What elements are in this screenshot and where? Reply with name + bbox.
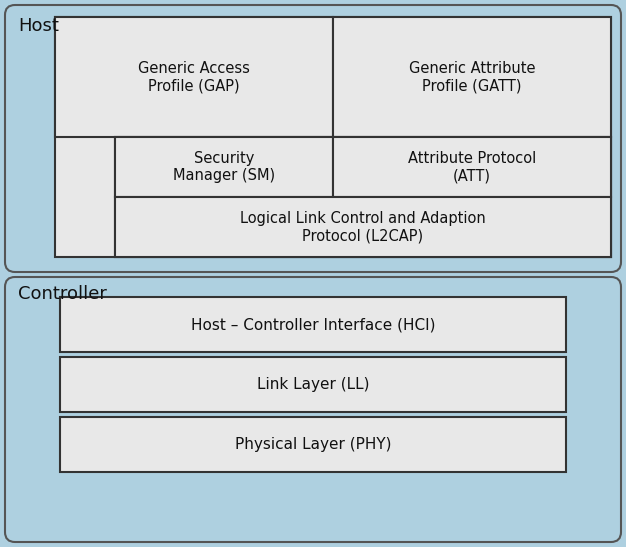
FancyBboxPatch shape: [5, 5, 621, 272]
Text: Generic Access
Profile (GAP): Generic Access Profile (GAP): [138, 61, 250, 93]
FancyBboxPatch shape: [333, 17, 611, 137]
FancyBboxPatch shape: [115, 197, 611, 257]
FancyBboxPatch shape: [55, 17, 333, 137]
FancyBboxPatch shape: [60, 297, 566, 352]
Text: Generic Attribute
Profile (GATT): Generic Attribute Profile (GATT): [409, 61, 535, 93]
FancyBboxPatch shape: [5, 277, 621, 542]
FancyBboxPatch shape: [60, 357, 566, 412]
Text: Link Layer (LL): Link Layer (LL): [257, 377, 369, 392]
Text: Physical Layer (PHY): Physical Layer (PHY): [235, 437, 391, 452]
Text: Host: Host: [18, 17, 59, 35]
FancyBboxPatch shape: [115, 137, 611, 257]
FancyBboxPatch shape: [333, 137, 611, 197]
Text: Host – Controller Interface (HCI): Host – Controller Interface (HCI): [191, 317, 435, 332]
FancyBboxPatch shape: [115, 137, 333, 197]
FancyBboxPatch shape: [60, 417, 566, 472]
Text: Controller: Controller: [18, 285, 107, 303]
Text: Attribute Protocol
(ATT): Attribute Protocol (ATT): [408, 151, 536, 183]
Text: Logical Link Control and Adaption
Protocol (L2CAP): Logical Link Control and Adaption Protoc…: [240, 211, 486, 243]
Text: Security
Manager (SM): Security Manager (SM): [173, 151, 275, 183]
FancyBboxPatch shape: [55, 17, 611, 257]
